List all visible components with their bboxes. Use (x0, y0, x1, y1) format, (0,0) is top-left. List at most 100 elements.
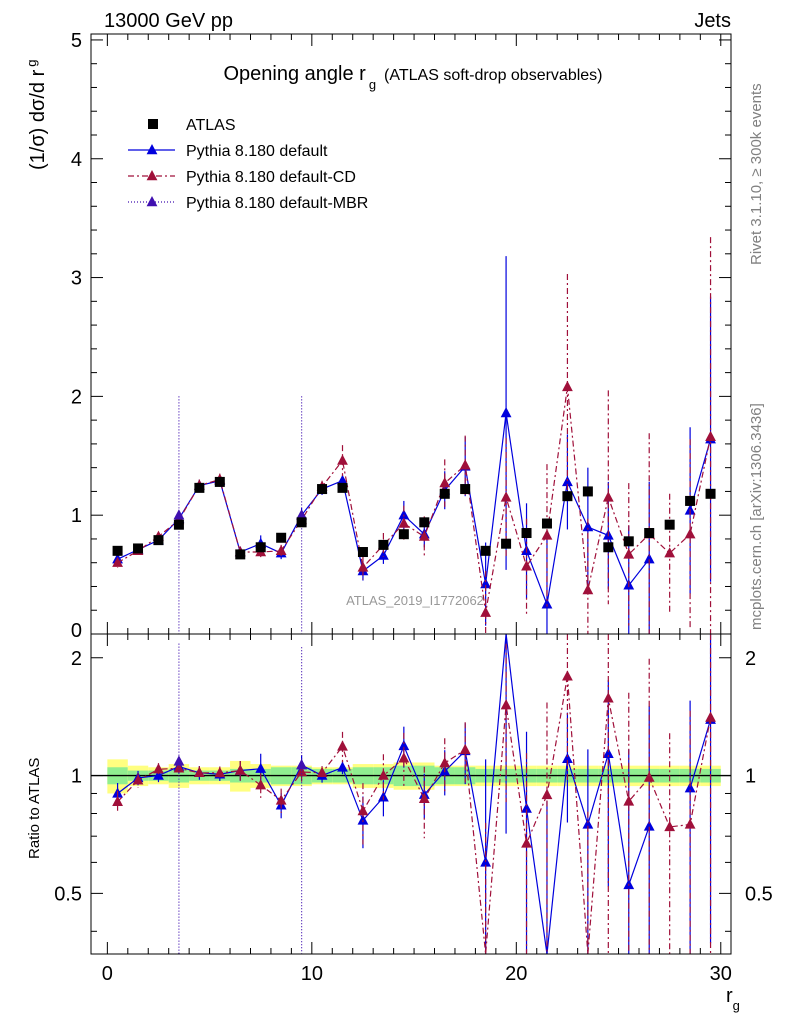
data-point (521, 528, 532, 539)
series-3 (173, 396, 308, 954)
series-point (602, 491, 614, 502)
x-axis-label: rg (726, 985, 740, 1013)
series-ratio-point (214, 766, 226, 778)
ratio-tick-label-right: 2 (745, 648, 756, 670)
series-ratio-line (117, 676, 712, 955)
series-ratio-point (602, 747, 614, 758)
legend-marker (146, 144, 158, 155)
series-line (117, 386, 712, 613)
data-point (378, 539, 389, 550)
data-point (419, 517, 430, 528)
series-ratio-point (377, 769, 389, 780)
legend: ATLAS Pythia 8.180 default Pythia 8.180 de… (128, 117, 368, 212)
data-point (562, 491, 573, 502)
series-ratio-point (153, 769, 164, 780)
series-point (398, 509, 410, 520)
ratio-tick-label-right: 1 (745, 766, 756, 788)
ratio-tick-label: 0.5 (54, 883, 82, 905)
y-tick-label: 4 (71, 149, 82, 171)
x-tick-label: 30 (710, 963, 732, 985)
legend-label: Pythia 8.180 default (186, 143, 328, 160)
source-label: mcplots.cern.ch [arXiv:1306.3436] (748, 403, 765, 630)
data-point (337, 482, 348, 493)
series-ratio-point (112, 795, 123, 806)
data-point (296, 517, 307, 528)
series-ratio-point (562, 752, 573, 764)
series-point (500, 491, 512, 502)
series-ratio-point (337, 740, 348, 751)
series-point (562, 380, 573, 392)
analysis-watermark: ATLAS_2019_I1772062 (346, 593, 484, 608)
data-point (194, 482, 205, 493)
data-point (276, 532, 287, 543)
series-point (705, 430, 716, 441)
series-point (173, 509, 185, 520)
data-point (664, 519, 675, 530)
series-ratio-point (255, 762, 267, 773)
data-point (582, 486, 593, 497)
data-point (685, 495, 696, 506)
series-point (541, 529, 553, 540)
legend-marker (146, 196, 158, 207)
y-tick-label: 1 (71, 505, 82, 527)
y-tick-label: 3 (71, 268, 82, 290)
plot-series (112, 237, 716, 955)
series-point (439, 477, 451, 488)
ratio-tick-label-right: 0.5 (745, 883, 773, 905)
data-point (255, 542, 266, 553)
legend-marker (146, 170, 158, 181)
data-point (501, 538, 512, 549)
series-ratio-point (193, 766, 205, 778)
series-ratio-point (296, 759, 308, 770)
y-tick-label: 5 (71, 30, 82, 52)
ratio-plot-frame (90, 633, 732, 955)
legend-label: Pythia 8.180 default-CD (186, 169, 356, 186)
series-point (500, 407, 512, 418)
data-point (235, 549, 246, 560)
series-ratio-point (602, 692, 614, 703)
data-point (153, 535, 164, 546)
legend-label-data: ATLAS (186, 117, 236, 134)
energy-label: 13000 GeV pp (104, 10, 233, 32)
ratio-tick-label: 1 (71, 766, 82, 788)
x-tick-label: 10 (301, 963, 323, 985)
series-ratio-point (337, 761, 348, 772)
data-point (398, 529, 409, 540)
data-point (112, 545, 123, 556)
series-point (459, 459, 471, 470)
legend-marker-data (148, 119, 158, 129)
data-point (173, 519, 184, 530)
series-ratio-point (562, 670, 573, 681)
data-point (317, 484, 328, 495)
data-point (541, 518, 552, 529)
series-point (296, 509, 308, 520)
series-point (664, 547, 676, 558)
series-ratio-point (705, 711, 716, 722)
series-ratio-point (418, 792, 430, 803)
chart-title: Opening angle r g(ATLAS soft-drop observa… (223, 63, 602, 92)
series-point (112, 556, 123, 567)
series-ratio-line (689, 719, 712, 789)
data-series (112, 476, 716, 560)
y-axis-label: (1/σ) dσ/d rg (24, 60, 49, 171)
series-ratio-point (153, 763, 164, 774)
y-tick-label: 0 (71, 620, 82, 642)
series-ratio-point (643, 820, 655, 831)
data-point (705, 488, 716, 499)
series-ratio-point (132, 774, 144, 785)
series-point (684, 528, 696, 539)
axis-ticks: 0 10 20 30 1 2 3 4 5 0 0.5 0.5 1 1 2 2 (54, 30, 773, 985)
version-label: Rivet 3.1.10, ≥ 300k events (748, 83, 765, 265)
series-point (643, 553, 655, 564)
data-point (480, 545, 491, 556)
series-ratio-point (173, 755, 185, 766)
series-ratio-point (500, 699, 512, 710)
data-point (133, 543, 144, 554)
series-ratio-point (439, 757, 451, 768)
x-tick-label: 0 (102, 963, 113, 985)
series-ratio-point (234, 764, 246, 775)
series-point (357, 561, 369, 572)
ratio-y-axis-label: Ratio to ATLAS (26, 758, 43, 859)
x-tick-label: 20 (505, 963, 527, 985)
